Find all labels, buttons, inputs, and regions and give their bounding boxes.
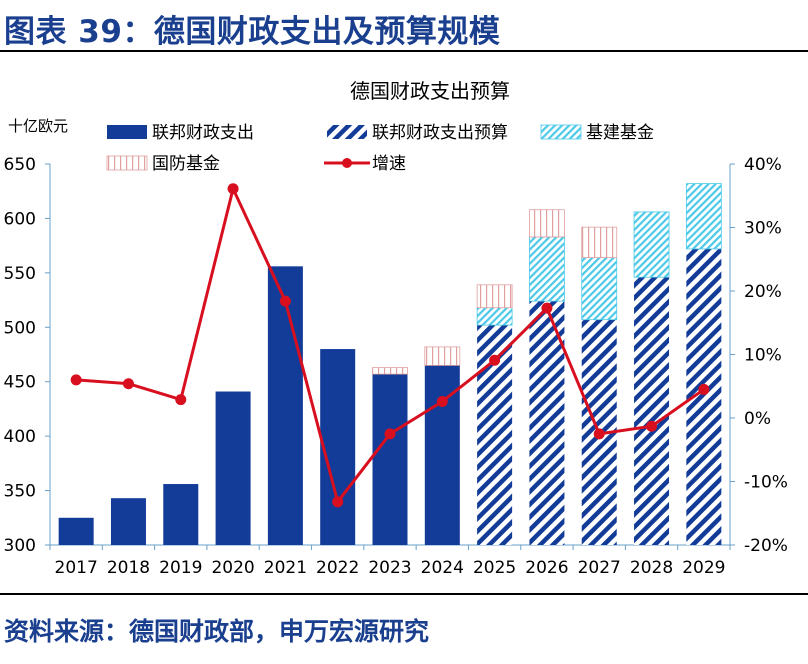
left-tick-label: 500 [4, 318, 36, 338]
x-tick-label: 2018 [107, 558, 150, 578]
legend-label-defense: 国防基金 [152, 154, 220, 174]
bar-federal-spending [267, 266, 303, 545]
bar-infrastructure-fund [476, 307, 513, 326]
growth-point [436, 395, 448, 407]
x-tick-label: 2027 [578, 558, 621, 578]
bottom-rule [0, 593, 808, 595]
legend-label-growth: 增速 [372, 154, 406, 174]
y-axis-label: 十亿欧元 [8, 117, 68, 135]
right-tick-label: 0% [744, 409, 771, 429]
bar-federal-budget [634, 277, 670, 545]
x-tick-label: 2029 [682, 558, 725, 578]
bar-infrastructure-fund [633, 211, 670, 278]
left-tick-label: 450 [4, 373, 36, 393]
right-tick-label: 40% [744, 155, 782, 175]
bar-defense-fund [372, 367, 408, 375]
left-tick-label: 650 [4, 155, 36, 175]
x-tick-label: 2019 [159, 558, 202, 578]
source-note: 资料来源：德国财政部，申万宏源研究 [4, 617, 430, 646]
legend-swatch-federal [107, 125, 147, 139]
legend-label-infra: 基建基金 [586, 123, 654, 143]
legend-swatch-budget [327, 125, 367, 139]
growth-point [593, 428, 605, 440]
legend-label-budget: 联邦财政支出预算 [372, 123, 508, 143]
growth-point [384, 428, 396, 440]
x-tick-label: 2017 [55, 558, 98, 578]
x-tick-label: 2025 [473, 558, 516, 578]
x-tick-label: 2026 [525, 558, 568, 578]
right-tick-label: -10% [744, 473, 788, 493]
x-tick-label: 2024 [421, 558, 464, 578]
growth-point [70, 374, 82, 386]
left-tick-label: 550 [4, 264, 36, 284]
growth-line [70, 183, 710, 508]
bar-federal-budget [529, 301, 565, 545]
growth-point [227, 183, 239, 195]
growth-point [122, 378, 134, 390]
growth-point [489, 354, 501, 366]
bar-defense-fund [424, 346, 461, 366]
figure-title: 图表 39：德国财政支出及预算规模 [4, 14, 501, 50]
bar-infrastructure-fund [581, 257, 618, 321]
growth-point [541, 302, 553, 314]
left-tick-label: 400 [4, 427, 36, 447]
bar-infrastructure-fund [529, 236, 565, 302]
bar-federal-spending [320, 349, 356, 545]
right-tick-label: 20% [744, 282, 782, 302]
bar-infrastructure-fund [685, 183, 722, 250]
right-tick-label: 30% [744, 219, 782, 239]
top-rule [0, 50, 808, 52]
growth-point [175, 394, 187, 406]
x-tick-label: 2020 [211, 558, 254, 578]
x-tick-label: 2022 [316, 558, 359, 578]
bar-defense-fund [529, 209, 565, 238]
bar-federal-spending [424, 365, 460, 545]
chart-title: 德国财政支出预算 [350, 79, 510, 103]
legend-swatch-defense [106, 155, 148, 171]
bar-federal-spending [110, 498, 146, 545]
x-tick-label: 2021 [264, 558, 307, 578]
growth-point [698, 383, 710, 395]
bar-federal-spending [215, 391, 251, 545]
left-tick-label: 300 [4, 536, 36, 556]
x-tick-label: 2023 [368, 558, 411, 578]
legend: 联邦财政支出 联邦财政支出预算 基建基金 国防基金 增速 [106, 123, 654, 174]
x-tick-label: 2028 [630, 558, 673, 578]
bar-federal-spending [372, 374, 408, 545]
legend-marker-growth [342, 158, 352, 168]
left-tick-label: 350 [4, 482, 36, 502]
bar-defense-fund [581, 226, 618, 259]
growth-point [646, 420, 658, 432]
growth-point [332, 496, 344, 508]
growth-point [279, 295, 291, 307]
right-tick-label: 10% [744, 346, 782, 366]
left-tick-label: 600 [4, 209, 36, 229]
right-tick-label: -20% [744, 536, 788, 556]
bars [58, 183, 722, 545]
bar-federal-spending [58, 517, 94, 545]
bar-defense-fund [476, 284, 513, 309]
bar-federal-spending [163, 484, 199, 545]
legend-swatch-infra [540, 124, 582, 140]
legend-label-federal: 联邦财政支出 [152, 123, 254, 143]
